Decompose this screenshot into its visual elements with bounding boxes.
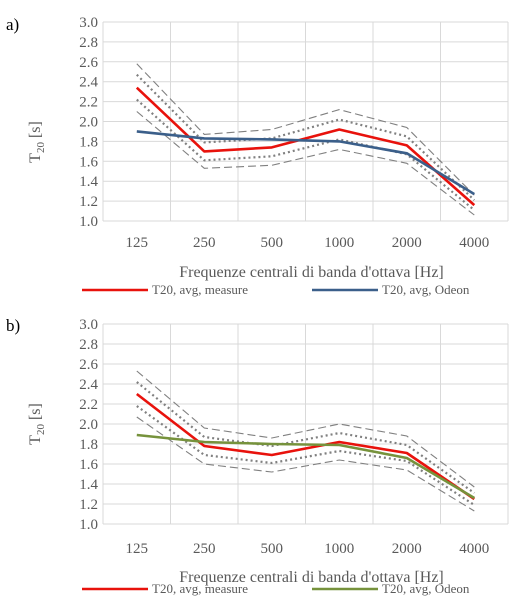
series-line-odeon — [136, 433, 475, 500]
band-dashed-line — [136, 370, 475, 488]
y-tick-label: 2.4 — [79, 75, 98, 91]
x-tick-label: 4000 — [459, 541, 489, 557]
y-tick-label: 1.2 — [79, 497, 98, 513]
x-tick-label: 1000 — [324, 541, 354, 557]
band-dotted-line — [136, 98, 476, 211]
x-tick-label: 125 — [126, 541, 149, 557]
y-tick-label: 1.0 — [79, 214, 98, 230]
series-line-odeon — [136, 130, 475, 196]
x-tick-label: 500 — [261, 541, 284, 557]
band-dashed-line — [136, 111, 475, 216]
x-tick-label: 2000 — [392, 541, 422, 557]
band-dotted-line — [136, 405, 475, 506]
x-tick-label: 500 — [261, 235, 284, 251]
y-tick-label: 2.2 — [79, 397, 98, 413]
y-tick-label: 1.6 — [79, 154, 98, 170]
x-axis-label: Frequenze centrali di banda d'ottava [Hz… — [179, 569, 444, 586]
legend-label: T20, avg, measure — [152, 282, 248, 297]
chart-panel-b: b) 3.0 2.8 2.6 2.4 2.2 2.0 1.8 1.6 1.4 1.2 1.0 125 25… — [6, 316, 509, 596]
y-axis-label: T20 [s] — [27, 403, 47, 445]
y-tick-label: 2.8 — [79, 337, 98, 353]
y-tick-label: 1.4 — [79, 174, 98, 190]
x-tick-label: 250 — [193, 541, 216, 557]
y-tick-label: 1.6 — [79, 457, 98, 473]
series-line-measure — [136, 392, 476, 501]
legend-label: T20, avg, Odeon — [382, 282, 470, 297]
panel-label: a) — [6, 15, 19, 34]
x-tick-label: 4000 — [459, 235, 489, 251]
y-tick-label: 1.8 — [79, 134, 98, 150]
y-tick-label: 2.0 — [79, 417, 98, 433]
x-axis-label: Frequenze centrali di banda d'ottava [Hz… — [179, 264, 444, 281]
y-tick-label: 3.0 — [79, 317, 98, 333]
x-tick-label: 1000 — [324, 235, 354, 251]
panel-label: b) — [6, 316, 20, 335]
band-dashed-line — [136, 416, 475, 512]
y-tick-label: 1.4 — [79, 477, 98, 493]
y-tick-label: 2.8 — [79, 35, 98, 51]
y-tick-label: 1.8 — [79, 437, 98, 453]
legend-label: T20, avg, Odeon — [382, 581, 470, 596]
series-line-measure — [135, 86, 476, 207]
y-tick-label: 2.0 — [79, 115, 98, 131]
x-tick-label: 250 — [193, 235, 216, 251]
y-tick-label: 2.6 — [79, 55, 98, 71]
x-tick-label: 2000 — [392, 235, 422, 251]
y-tick-label: 3.0 — [79, 15, 98, 31]
x-tick-label: 125 — [126, 235, 149, 251]
y-tick-label: 2.6 — [79, 357, 98, 373]
band-dotted-line — [136, 381, 475, 494]
y-tick-label: 2.4 — [79, 377, 98, 393]
y-axis-label: T20 [s] — [27, 121, 47, 163]
legend-label: T20, avg, measure — [152, 581, 248, 596]
y-tick-label: 1.2 — [79, 194, 98, 210]
y-tick-label: 2.2 — [79, 95, 98, 111]
y-tick-label: 1.0 — [79, 517, 98, 533]
chart-panel-a: a) 3.0 2.8 2.6 2.4 2.2 2.0 1.8 1.6 1.4 1.2 1.0 125 25… — [6, 15, 509, 297]
